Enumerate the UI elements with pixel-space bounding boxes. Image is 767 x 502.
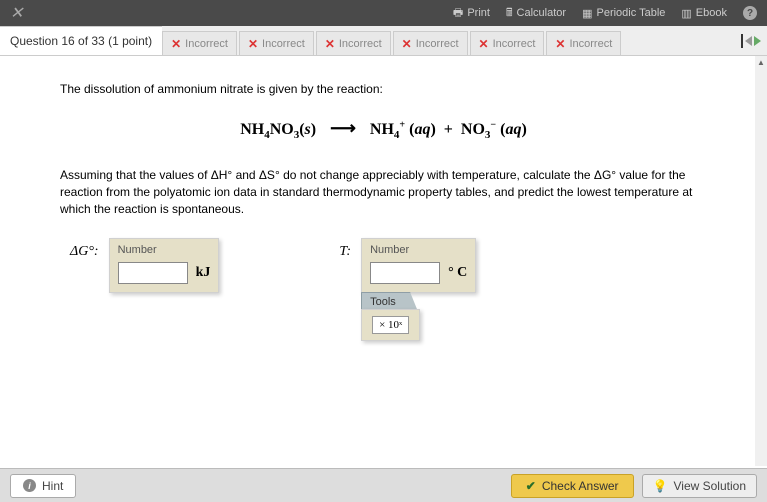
bulb-icon: 💡 (653, 479, 668, 493)
logo-icon: ✕ (10, 3, 23, 23)
nav-prev-icon[interactable] (745, 36, 752, 46)
delta-g-unit: kJ (196, 263, 211, 283)
attempt-label: Incorrect (569, 38, 612, 50)
attempt-tabs: ✕ Incorrect ✕ Incorrect ✕ Incorrect ✕ Incorr… (162, 26, 737, 55)
x-icon: ✕ (555, 37, 565, 51)
print-label: Print (467, 7, 490, 19)
attempt-tab-3[interactable]: ✕ Incorrect (316, 31, 391, 55)
attempt-label: Incorrect (416, 38, 459, 50)
intro-text: The dissolution of ammonium nitrate is g… (60, 81, 707, 98)
x-icon: ✕ (248, 37, 258, 51)
check-icon: ✔ (526, 479, 536, 493)
nav-current-bar (741, 34, 743, 48)
content: The dissolution of ammonium nitrate is g… (0, 56, 767, 318)
x-icon: ✕ (171, 37, 181, 51)
calculator-button[interactable]: 🖩 Calculator (506, 4, 566, 23)
hint-button[interactable]: i Hint (10, 474, 76, 498)
attempt-label: Incorrect (339, 38, 382, 50)
temperature-unit: ° C (448, 263, 467, 283)
delta-g-input[interactable] (118, 262, 188, 284)
temperature-input[interactable] (370, 262, 440, 284)
hint-label: Hint (42, 479, 63, 493)
attempt-label: Incorrect (262, 38, 305, 50)
number-header: Number (118, 243, 211, 258)
check-label: Check Answer (542, 479, 619, 493)
delta-g-group: ΔG°: Number kJ (70, 238, 219, 293)
attempt-label: Incorrect (185, 38, 228, 50)
content-wrap: ▲ The dissolution of ammonium nitrate is… (0, 56, 767, 468)
sci-notation-button[interactable]: × 10ˣ (372, 316, 409, 334)
attempt-tab-5[interactable]: ✕ Incorrect (470, 31, 545, 55)
x-icon: ✕ (402, 37, 412, 51)
tools-panel: × 10ˣ (361, 309, 420, 341)
calculator-label: Calculator (517, 7, 567, 19)
tabs-row: Question 16 of 33 (1 point) ✕ Incorrect ✕… (0, 26, 767, 56)
temperature-group: T: Number ° C Tools × 10ˣ (339, 238, 476, 293)
x-icon: ✕ (325, 37, 335, 51)
nav-next-icon[interactable] (754, 36, 761, 46)
temperature-label: T: (339, 238, 351, 293)
delta-g-label: ΔG°: (70, 238, 99, 293)
periodic-table-button[interactable]: ▦ Periodic Table (582, 7, 665, 20)
question-title: Question 16 of 33 (1 point) (0, 26, 162, 55)
equation: NH4NO3(s)⟶NH4+ (aq) + NO3− (aq) (60, 116, 707, 144)
temperature-box: Number ° C Tools × 10ˣ (361, 238, 476, 293)
attempt-tab-2[interactable]: ✕ Incorrect (239, 31, 314, 55)
periodic-label: Periodic Table (596, 7, 665, 19)
attempt-tab-1[interactable]: ✕ Incorrect (162, 31, 237, 55)
x-icon: ✕ (479, 37, 489, 51)
number-header: Number (370, 243, 467, 258)
attempt-label: Incorrect (493, 38, 536, 50)
nav-arrows (741, 34, 761, 48)
view-solution-button[interactable]: 💡 View Solution (642, 474, 757, 498)
scroll-up-icon[interactable]: ▲ (755, 56, 767, 68)
scrollbar[interactable]: ▲ (755, 56, 767, 466)
top-bar: ✕ 🖶 Print 🖩 Calculator ▦ Periodic Table ▥ Eb… (0, 0, 767, 26)
bottom-bar: i Hint ✔ Check Answer 💡 View Solution (0, 468, 767, 502)
attempt-tab-6[interactable]: ✕ Incorrect (546, 31, 621, 55)
info-icon: i (23, 479, 36, 492)
help-icon[interactable]: ? (743, 6, 757, 20)
periodic-icon: ▦ (582, 7, 592, 20)
calculator-icon: 🖩 (506, 4, 513, 23)
print-button[interactable]: 🖶 Print (453, 4, 490, 23)
print-icon: 🖶 (453, 4, 463, 23)
ebook-label: Ebook (696, 7, 727, 19)
ebook-button[interactable]: ▥ Ebook (681, 7, 727, 20)
delta-g-box: Number kJ (109, 238, 220, 293)
check-answer-button[interactable]: ✔ Check Answer (511, 474, 634, 498)
inputs-row: ΔG°: Number kJ T: Number ° C (60, 238, 707, 293)
view-label: View Solution (674, 479, 747, 493)
attempt-tab-4[interactable]: ✕ Incorrect (393, 31, 468, 55)
paragraph-text: Assuming that the values of ΔH° and ΔS° … (60, 167, 707, 217)
ebook-icon: ▥ (681, 7, 691, 20)
